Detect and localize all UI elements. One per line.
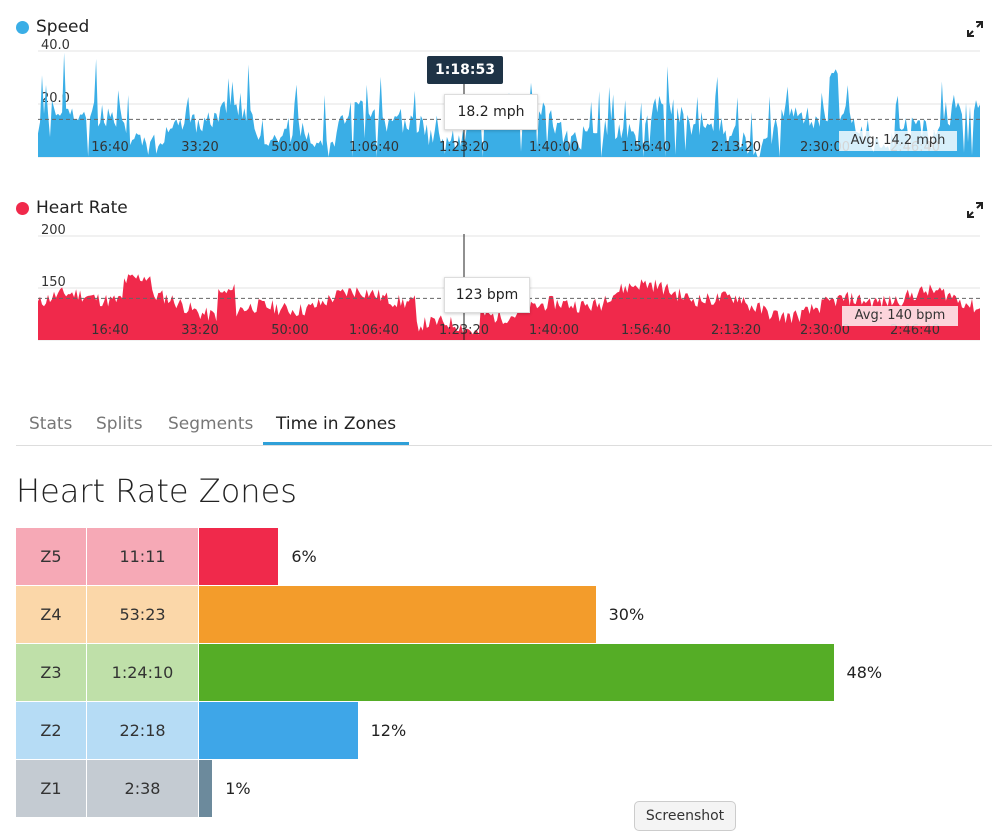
zone-row: Z3 1:24:10 48% (16, 644, 992, 701)
zones-title: Heart Rate Zones (16, 472, 297, 510)
zone-percent: 6% (291, 547, 317, 566)
zone-bar (199, 586, 596, 643)
heart-rate-plot[interactable]: 20015010016:4033:2050:001:06:401:23:201:… (0, 185, 992, 355)
zone-row: Z4 53:23 30% (16, 586, 992, 643)
x-tick-label: 50:00 (271, 323, 308, 338)
series-area (38, 274, 980, 340)
x-tick-label: 2:13:20 (711, 323, 761, 338)
x-tick-label: 33:20 (181, 323, 218, 338)
zone-name: Z2 (16, 702, 86, 759)
zone-name: Z1 (16, 760, 86, 817)
heart-rate-chart[interactable]: Heart Rate 20015010016:4033:2050:001:06:… (0, 185, 992, 355)
x-tick-label: 1:06:40 (349, 140, 399, 155)
zone-percent: 1% (225, 779, 251, 798)
heart-rate-avg-label: Avg: 140 bpm (842, 306, 958, 326)
x-tick-label: 1:56:40 (621, 323, 671, 338)
zone-bar (199, 702, 358, 759)
tab-bar: Stats Splits Segments Time in Zones (16, 404, 992, 446)
x-tick-label: 2:46:40 (890, 323, 940, 338)
zone-time: 1:24:10 (87, 644, 198, 701)
speed-chart[interactable]: Speed 40.020.00.016:4033:2050:001:06:401… (0, 0, 992, 170)
x-tick-label: 1:40:00 (529, 323, 579, 338)
heart-rate-legend-label: Heart Rate (36, 198, 128, 218)
x-tick-label: 16:40 (91, 323, 128, 338)
x-tick-label: 2:30:00 (800, 140, 850, 155)
x-tick-label: 1:06:40 (349, 323, 399, 338)
heart-rate-tooltip: 123 bpm (444, 277, 530, 313)
zone-name: Z4 (16, 586, 86, 643)
x-tick-label: 1:56:40 (621, 140, 671, 155)
speed-tooltip: 18.2 mph (444, 94, 538, 130)
screenshot-button[interactable]: Screenshot (634, 801, 736, 831)
heart-rate-legend[interactable]: Heart Rate (16, 198, 128, 218)
speed-avg-label: Avg: 14.2 mph (839, 131, 957, 151)
zone-time: 2:38 (87, 760, 198, 817)
speed-legend-label: Speed (36, 17, 90, 37)
tab-stats[interactable]: Stats (29, 414, 73, 434)
y-tick-label: 150 (41, 275, 66, 290)
y-tick-label: 200 (41, 223, 66, 238)
speed-legend[interactable]: Speed (16, 17, 89, 37)
tab-splits[interactable]: Splits (96, 414, 143, 434)
zone-time: 53:23 (87, 586, 198, 643)
zone-row: Z5 11:11 6% (16, 528, 992, 585)
zone-time: 11:11 (87, 528, 198, 585)
zone-row: Z2 22:18 12% (16, 702, 992, 759)
zone-name: Z5 (16, 528, 86, 585)
expand-icon[interactable] (966, 201, 984, 219)
zone-percent: 30% (608, 605, 645, 624)
tab-time-in-zones[interactable]: Time in Zones (263, 404, 410, 445)
x-tick-label: 16:40 (91, 140, 128, 155)
x-tick-label: 2:13:20 (711, 140, 761, 155)
zone-name: Z3 (16, 644, 86, 701)
x-tick-label: 1:40:00 (529, 140, 579, 155)
x-tick-label: 50:00 (271, 140, 308, 155)
expand-icon[interactable] (966, 20, 984, 38)
y-tick-label: 40.0 (41, 38, 70, 53)
zone-bar (199, 760, 213, 817)
zone-row: Z1 2:38 1% (16, 760, 992, 817)
heart-rate-legend-dot (16, 201, 29, 215)
x-tick-label: 33:20 (181, 140, 218, 155)
zone-bar (199, 644, 834, 701)
speed-cursor-time: 1:18:53 (427, 56, 503, 84)
zone-percent: 12% (370, 721, 407, 740)
zone-time: 22:18 (87, 702, 198, 759)
zone-percent: 48% (846, 663, 883, 682)
x-tick-label: 2:30:00 (800, 323, 850, 338)
tab-segments[interactable]: Segments (168, 414, 254, 434)
zone-bar (199, 528, 279, 585)
speed-legend-dot (16, 20, 29, 34)
